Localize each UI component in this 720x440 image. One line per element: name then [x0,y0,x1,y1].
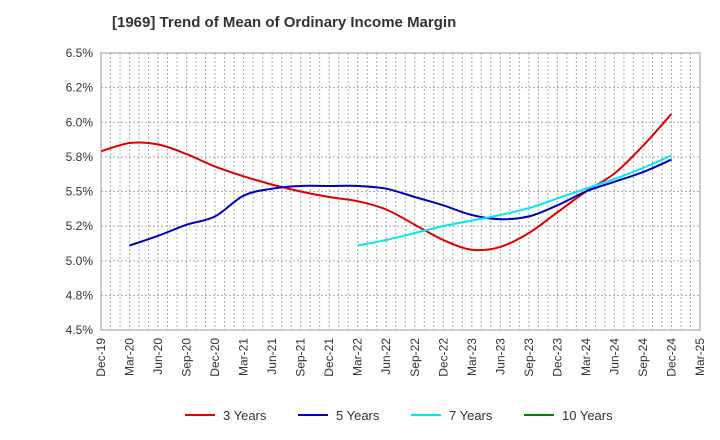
x-tick-label: Sep-24 [636,338,650,377]
x-tick-label: Mar-23 [465,338,479,376]
series-line-3-years [100,113,673,252]
x-tick-label: Jun-20 [151,338,165,375]
y-tick-labels: 4.5% 4.8% 5.0% 5.2% 5.5% 5.8% 6.0% 6.2% 6.5% [66,46,94,337]
x-tick-label: Mar-25 [693,338,707,376]
x-tick-label: Dec-22 [436,338,450,377]
y-tick-label: 5.0% [66,254,94,268]
x-tick-label: Sep-20 [180,338,194,377]
grid [100,52,701,331]
y-tick-label: 6.5% [66,46,94,60]
x-tick-label: Jun-21 [265,338,279,375]
y-tick-label: 6.2% [66,81,94,95]
x-tick-label: Jun-23 [493,338,507,375]
x-tick-label: Dec-24 [664,338,678,377]
x-tick-label: Mar-20 [123,338,137,376]
series-line-5-years [129,158,672,247]
y-tick-label: 4.5% [66,323,94,337]
x-tick-labels: Dec-19 Mar-20 Jun-20 Sep-20 Dec-20 Mar-21 Jun-… [94,338,707,377]
y-tick-label: 5.5% [66,185,94,199]
x-tick-label: Mar-22 [351,338,365,376]
legend: 3 Years 5 Years 7 Years 10 Years [185,408,613,423]
y-tick-label: 6.0% [66,115,94,129]
legend-label-3-years: 3 Years [223,408,267,423]
x-tick-label: Dec-19 [94,338,108,377]
x-tick-label: Sep-21 [294,338,308,377]
x-tick-label: Dec-20 [208,338,222,377]
legend-label-10-years: 10 Years [562,408,613,423]
y-tick-label: 4.8% [66,288,94,302]
x-tick-label: Mar-21 [237,338,251,376]
x-tick-label: Mar-24 [579,338,593,376]
x-tick-label: Dec-21 [322,338,336,377]
legend-label-5-years: 5 Years [336,408,380,423]
x-tick-label: Jun-24 [607,338,621,375]
series-line-7-years [357,154,672,247]
chart-title: [1969] Trend of Mean of Ordinary Income … [112,14,457,31]
x-tick-label: Sep-22 [408,338,422,377]
legend-label-7-years: 7 Years [449,408,493,423]
plot-frame [100,52,701,331]
x-tick-label: Sep-23 [522,338,536,377]
y-tick-label: 5.8% [66,150,94,164]
y-tick-label: 5.2% [66,219,94,233]
x-tick-label: Dec-23 [550,338,564,377]
series-lines [100,113,673,252]
x-tick-label: Jun-22 [379,338,393,375]
